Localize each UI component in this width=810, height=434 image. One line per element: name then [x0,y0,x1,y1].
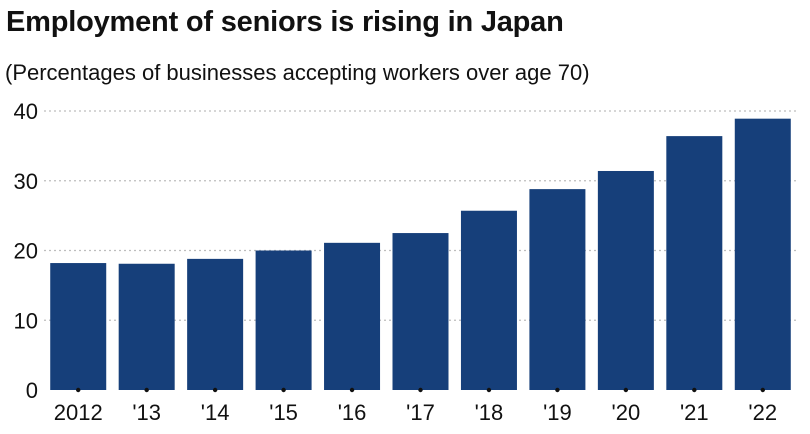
x-tick-mark [486,387,492,393]
chart-subtitle: (Percentages of businesses accepting wor… [5,60,590,85]
x-tick-label: '14 [201,400,230,425]
bar [734,118,791,391]
bar [324,242,381,390]
bar [118,263,175,390]
x-tick-mark [349,387,355,393]
bar [255,250,312,390]
bars [50,118,791,391]
chart-title: Employment of seniors is rising in Japan [6,6,564,38]
y-tick-label: 20 [14,239,38,264]
y-tick-label: 0 [26,378,38,403]
bar [187,258,244,390]
x-tick-mark [418,387,423,393]
bar [460,210,517,390]
x-tick-label: '19 [543,400,572,425]
bar [392,233,449,390]
y-tick-label: 40 [14,99,38,124]
x-tick-label: '21 [680,400,709,425]
x-tick-mark [760,387,765,393]
x-axis: 2012 '13 '14 '15 '16 '17 '18 '19 '20 '21 '22 [54,387,777,425]
x-tick-label: '17 [406,400,435,425]
x-tick-mark [281,387,286,393]
x-tick-mark [692,387,697,393]
bar [666,136,723,390]
bar [529,189,586,390]
x-tick-label: '13 [132,400,161,425]
y-axis: 0 10 20 30 40 [14,99,38,403]
x-tick-label: 2012 [54,400,103,425]
y-tick-label: 10 [14,308,38,333]
x-tick-label: '18 [475,400,504,425]
x-tick-label: '15 [269,400,298,425]
x-tick-mark [144,387,149,393]
x-tick-mark [623,387,629,393]
x-tick-mark [212,387,218,393]
x-tick-mark [555,387,560,393]
bar [50,263,107,390]
bar [597,170,654,390]
y-tick-label: 30 [14,169,38,194]
x-tick-label: '16 [338,400,367,425]
x-tick-label: '20 [612,400,641,425]
x-tick-label: '22 [748,400,777,425]
x-tick-mark [76,387,81,393]
